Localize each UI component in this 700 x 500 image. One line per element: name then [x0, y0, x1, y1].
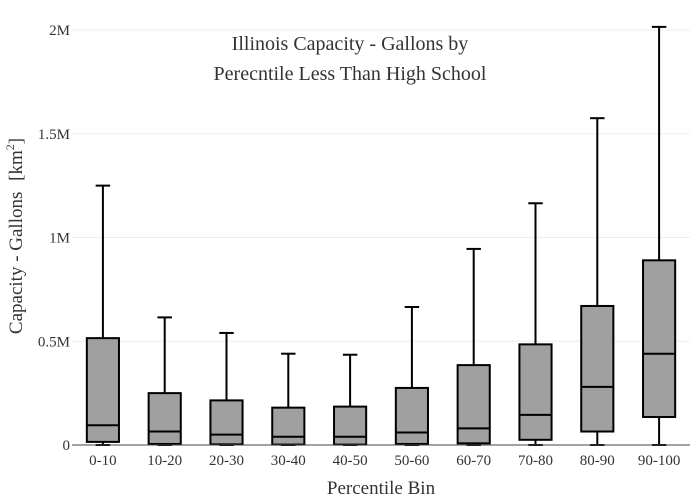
- y-axis-ticks: 0 0.5M 1M 1.5M 2M: [38, 23, 70, 454]
- y-tick-label: 0.5M: [38, 334, 70, 350]
- iqr-box: [394, 386, 429, 445]
- iqr-box: [333, 405, 368, 446]
- box-40-50: [333, 353, 368, 446]
- iqr-box: [271, 406, 306, 446]
- iqr-box: [209, 399, 244, 446]
- iqr-box: [642, 259, 677, 418]
- y-axis-title: Capacity - Gallons [km2]: [3, 138, 27, 334]
- x-axis-ticks: 0-10 10-20 20-30 30-40 40-50 50-60 60-70 70-80 8…: [89, 453, 680, 469]
- x-axis-title: Percentile Bin: [327, 478, 436, 499]
- x-tick-label: 30-40: [271, 453, 306, 469]
- boxes: [85, 25, 677, 446]
- x-tick-label: 10-20: [147, 453, 182, 469]
- y-tick-label: 1.5M: [38, 127, 70, 143]
- box-20-30: [209, 331, 244, 446]
- iqr-box: [518, 343, 553, 441]
- iqr-box: [85, 337, 120, 443]
- y-axis-unit-close: ]: [6, 138, 27, 144]
- y-axis-title-text: Capacity - Gallons: [6, 192, 27, 334]
- box-10-20: [147, 316, 182, 446]
- y-axis-unit-superscript: 2: [3, 144, 17, 150]
- x-tick-label: 40-50: [333, 453, 368, 469]
- y-tick-label: 1M: [49, 231, 70, 247]
- y-axis-unit: [km: [6, 150, 27, 181]
- y-tick-label: 2M: [49, 23, 70, 39]
- iqr-box: [580, 304, 615, 433]
- box-0-10: [85, 184, 120, 446]
- x-tick-label: 50-60: [394, 453, 429, 469]
- chart-title-line-1: Illinois Capacity - Gallons by: [232, 33, 469, 55]
- x-tick-label: 90-100: [638, 453, 681, 469]
- x-tick-label: 20-30: [209, 453, 244, 469]
- y-tick-label: 0: [63, 438, 71, 454]
- box-30-40: [271, 352, 306, 446]
- box-90-100: [642, 25, 677, 446]
- chart-title-line-2: Perecntile Less Than High School: [214, 63, 487, 85]
- box-50-60: [394, 306, 429, 446]
- x-tick-label: 0-10: [89, 453, 117, 469]
- x-tick-label: 80-90: [580, 453, 615, 469]
- box-70-80: [518, 202, 553, 446]
- iqr-box: [147, 392, 182, 445]
- iqr-box: [456, 364, 491, 445]
- box-60-70: [456, 247, 491, 446]
- box-80-90: [580, 117, 615, 446]
- x-tick-label: 60-70: [456, 453, 491, 469]
- x-tick-label: 70-80: [518, 453, 553, 469]
